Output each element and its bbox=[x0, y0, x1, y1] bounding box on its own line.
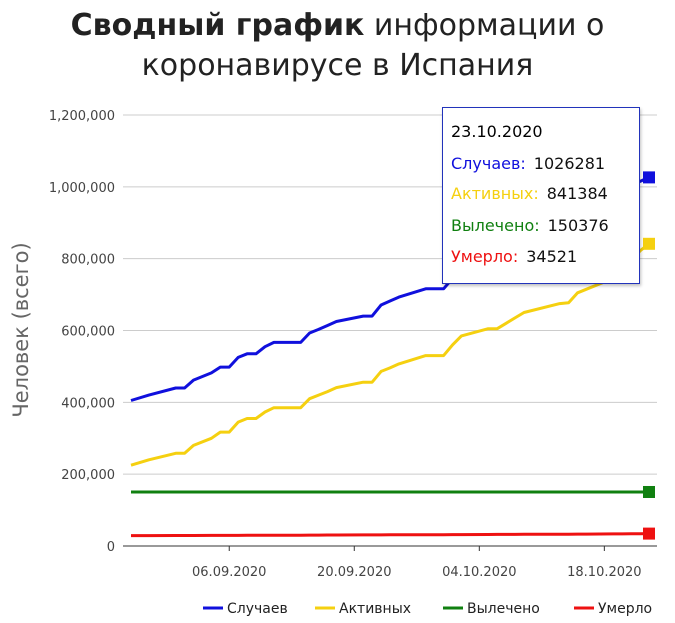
legend-item[interactable]: Умерло bbox=[574, 601, 652, 617]
tooltip-value: 34521 bbox=[526, 247, 578, 266]
series-end-marker[interactable] bbox=[643, 237, 655, 250]
series-line[interactable] bbox=[131, 532, 650, 538]
chart-title-bold: Сводный график bbox=[70, 8, 365, 43]
legend-label: Активных bbox=[339, 601, 411, 617]
hover-tooltip: 23.10.2020 Случаев: 1026281 Активных: 8413… bbox=[442, 107, 640, 284]
legend: Случаев Активных Вылечено Умерло bbox=[203, 601, 652, 617]
tooltip-value: 841384 bbox=[546, 184, 608, 203]
series-line[interactable] bbox=[130, 242, 650, 467]
y-tick-label: 200,000 bbox=[61, 468, 115, 483]
tooltip-label: Умерло: bbox=[451, 247, 519, 266]
tooltip-value: 1026281 bbox=[533, 154, 606, 173]
series-markers bbox=[643, 171, 655, 540]
tooltip-label: Активных: bbox=[451, 184, 539, 203]
x-tick-label: 18.10.2020 bbox=[567, 565, 641, 580]
tooltip-label: Вылечено: bbox=[451, 216, 540, 235]
tooltip-row-recovered: Вылечено: 150376 bbox=[451, 216, 609, 235]
chart-title-line2: коронавирусе в Испания bbox=[141, 48, 534, 83]
x-tick-label: 20.09.2020 bbox=[317, 565, 391, 580]
legend-label: Вылечено bbox=[467, 601, 540, 617]
y-tick-label: 0 bbox=[107, 540, 115, 555]
series-end-marker[interactable] bbox=[643, 485, 655, 498]
y-axis-label: Человек (всего) bbox=[9, 242, 33, 417]
legend-item[interactable]: Вылечено bbox=[443, 601, 540, 617]
legend-item[interactable]: Случаев bbox=[203, 601, 288, 617]
y-tick-label: 1,000,000 bbox=[49, 181, 115, 196]
tooltip-row-deaths: Умерло: 34521 bbox=[451, 247, 577, 266]
x-tick-label: 06.09.2020 bbox=[192, 565, 266, 580]
series-end-marker[interactable] bbox=[643, 171, 655, 184]
series-end-marker[interactable] bbox=[643, 527, 655, 540]
y-tick-label: 800,000 bbox=[61, 253, 115, 268]
y-tick-label: 1,200,000 bbox=[49, 109, 115, 124]
series-lines bbox=[130, 176, 650, 538]
tooltip-date: 23.10.2020 bbox=[451, 122, 543, 141]
y-tick-label: 600,000 bbox=[61, 325, 115, 340]
legend-label: Умерло bbox=[598, 601, 652, 617]
chart-title: Сводный график информации о коронавирусе… bbox=[0, 6, 675, 86]
y-axis-ticks: 0 200,000 400,000 600,000 800,000 1,000,000 1,… bbox=[49, 109, 115, 555]
x-axis-ticks: 06.09.2020 20.09.2020 04.10.2020 18.10.2020 bbox=[192, 546, 642, 580]
tooltip-row-cases: Случаев: 1026281 bbox=[451, 154, 605, 173]
legend-label: Случаев bbox=[227, 601, 288, 617]
chart-title-rest: информации о bbox=[364, 8, 605, 43]
legend-item[interactable]: Активных bbox=[315, 601, 411, 617]
x-tick-label: 04.10.2020 bbox=[442, 565, 516, 580]
tooltip-label: Случаев: bbox=[451, 154, 526, 173]
tooltip-row-active: Активных: 841384 bbox=[451, 184, 608, 203]
tooltip-value: 150376 bbox=[547, 216, 609, 235]
y-tick-label: 400,000 bbox=[61, 396, 115, 411]
